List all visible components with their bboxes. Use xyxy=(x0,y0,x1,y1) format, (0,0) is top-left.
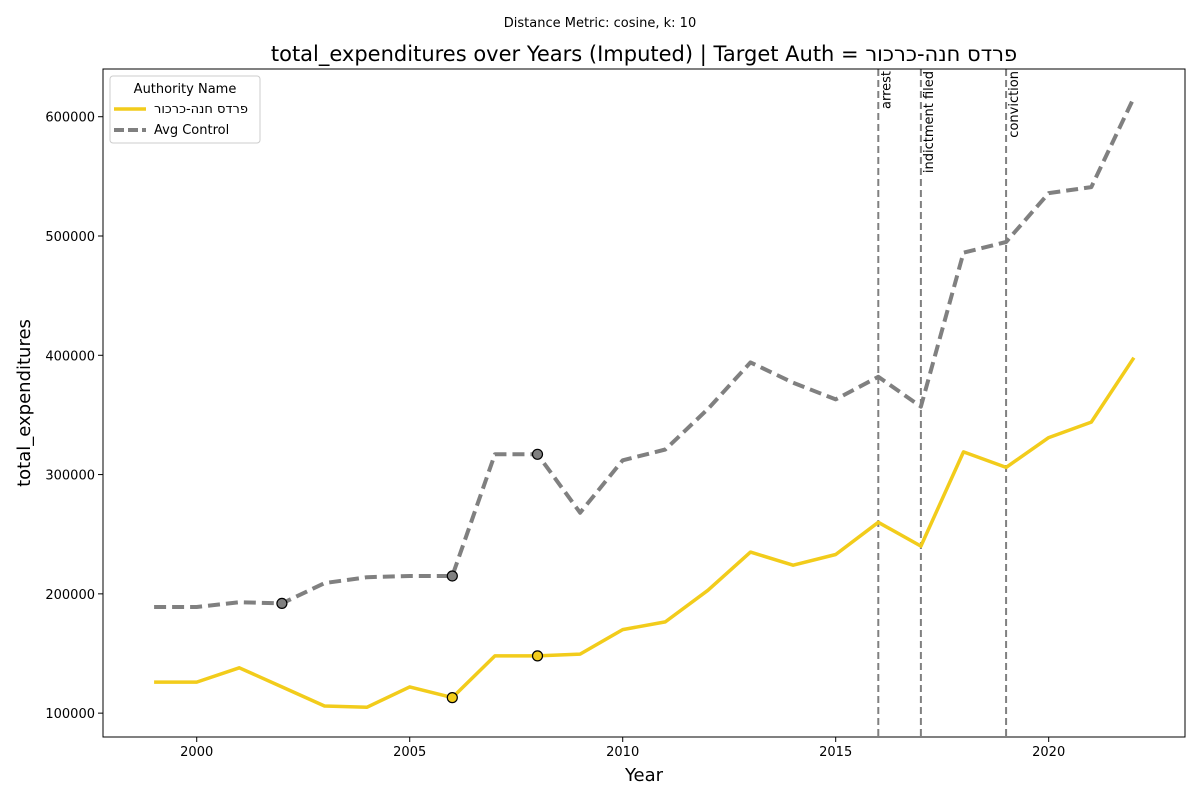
legend: Authority Name פרדס חנה-כרכור Avg Contro… xyxy=(109,75,261,144)
imputed-point-control xyxy=(276,597,288,610)
x-tick-label: 2000 xyxy=(180,745,213,760)
y-tick-label: 500000 xyxy=(45,230,95,245)
y-tick-label: 100000 xyxy=(45,707,95,722)
y-tick-label: 300000 xyxy=(45,469,95,484)
legend-box xyxy=(109,75,261,144)
y-tick-label: 200000 xyxy=(45,588,95,603)
series-line-target xyxy=(154,356,1136,709)
x-tick-label: 2010 xyxy=(606,745,639,760)
imputed-point-target xyxy=(446,692,458,704)
legend-label-target: פרדס חנה-כרכור xyxy=(154,102,248,117)
plot-area: 2000 2005 2010 2015 2020 100000 200000 300000 40… xyxy=(45,69,1136,760)
y-axis-title: total_expenditures xyxy=(14,319,35,487)
event-label: arrest xyxy=(879,71,894,109)
imputed-point-target xyxy=(531,650,544,662)
event-label: conviction xyxy=(1007,71,1022,138)
legend-label-control: Avg Control xyxy=(154,123,229,138)
x-tick-label: 2020 xyxy=(1032,745,1065,760)
legend-title: Authority Name xyxy=(134,82,237,97)
plot-frame xyxy=(102,68,1186,738)
chart-suptitle: Distance Metric: cosine, k: 10 xyxy=(504,16,696,31)
y-tick-label: 600000 xyxy=(45,111,95,126)
event-label: indictment filed xyxy=(922,71,937,173)
series-line-control xyxy=(154,96,1136,609)
x-axis-title: Year xyxy=(624,765,664,786)
imputed-point-control xyxy=(531,448,544,460)
x-tick-label: 2005 xyxy=(393,745,426,760)
y-tick-label: 400000 xyxy=(45,349,95,364)
x-tick-label: 2015 xyxy=(819,745,852,760)
chart-title: total_expenditures over Years (Imputed) … xyxy=(271,42,1017,67)
imputed-point-control xyxy=(446,570,458,582)
